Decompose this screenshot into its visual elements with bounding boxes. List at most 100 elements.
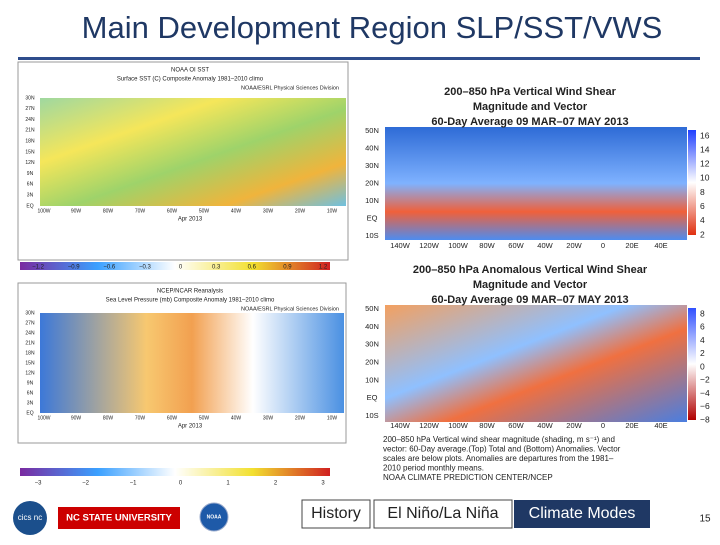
avws-colorbar-label: 2 — [700, 348, 705, 358]
vws-header: 200–850 hPa Vertical Wind Shear — [444, 86, 616, 98]
slp-lat: 12N — [25, 370, 35, 376]
nav-climate-modes[interactable] — [514, 500, 650, 528]
slp-colorbar — [20, 468, 330, 476]
sst-lat: 27N — [25, 106, 35, 112]
vws-colorbar-label: 10 — [700, 173, 710, 183]
sst-lat: 21N — [25, 128, 35, 134]
slp-lon: 30W — [263, 415, 274, 421]
avws-colorbar-label: −8 — [700, 414, 710, 424]
caption-line: scales are below plots. Anomalies are de… — [383, 454, 614, 463]
caption-line: vector: 60-Day average.(Top) Total and (… — [383, 445, 621, 454]
avws-lon: 120W — [419, 421, 440, 430]
vws-lon: 40W — [537, 241, 553, 250]
caption-line: 200–850 hPa Vertical wind shear magnitud… — [383, 435, 615, 444]
sst-lon: 60W — [167, 208, 178, 214]
cics-logo-text: cics nc — [18, 513, 42, 522]
vws-colorbar — [688, 130, 696, 235]
slp-lat: EQ — [26, 410, 33, 416]
slp-lon: 100W — [37, 415, 50, 421]
vws-header: Magnitude and Vector — [473, 101, 588, 113]
sst-lon: 30W — [263, 208, 274, 214]
slp-lat: 3N — [27, 400, 34, 406]
sst-lon: 20W — [295, 208, 306, 214]
vws-map — [385, 127, 687, 240]
avws-map — [385, 305, 687, 422]
vws-lon: 140W — [390, 241, 411, 250]
sst-lat: EQ — [26, 203, 33, 209]
vws-lat: 40N — [365, 143, 379, 152]
vws-lat: 30N — [365, 161, 379, 170]
sst-colorbar-label: 0 — [179, 265, 183, 271]
vws-colorbar-label: 12 — [700, 159, 710, 169]
sst-lat: 12N — [25, 160, 35, 166]
avws-lon: 80W — [479, 421, 495, 430]
avws-lon: 140W — [390, 421, 411, 430]
avws-lon: 100W — [448, 421, 469, 430]
sst-lat: 9N — [27, 171, 34, 177]
slp-lat: 24N — [25, 330, 35, 336]
sst-lat: 6N — [27, 182, 34, 188]
sst-colorbar-label: 0.3 — [212, 265, 221, 271]
vws-lat: 10N — [365, 196, 379, 205]
vws-colorbar-label: 14 — [700, 144, 710, 154]
avws-colorbar-label: −4 — [700, 388, 710, 398]
avws-colorbar-label: 8 — [700, 308, 705, 318]
sst-lon: 100W — [37, 208, 50, 214]
vws-colorbar-label: 4 — [700, 215, 705, 225]
slp-footer: Apr 2013 — [178, 424, 203, 430]
nav-label[interactable]: History — [311, 505, 361, 522]
vws-lon: 40E — [654, 241, 667, 250]
sst-colorbar-label: 0.9 — [283, 265, 292, 271]
nav-label[interactable]: Climate Modes — [529, 505, 636, 522]
vws-colorbar-label: 8 — [700, 187, 705, 197]
slp-lat: 27N — [25, 320, 35, 326]
sst-lon: 50W — [199, 208, 210, 214]
caption-line: 2010 period monthly means. — [383, 464, 484, 473]
sst-footer: Apr 2013 — [178, 217, 203, 223]
slp-colorbar-label: −3 — [35, 481, 43, 487]
avws-lon: 0 — [601, 421, 605, 430]
sst-colorbar-label: −0.3 — [139, 265, 152, 271]
title-rule — [18, 57, 700, 60]
slp-lon: 20W — [295, 415, 306, 421]
sst-lat: 30N — [25, 95, 35, 101]
noaa-logo — [199, 502, 229, 532]
avws-colorbar-label: 0 — [700, 361, 705, 371]
slp-colorbar-label: 3 — [321, 481, 325, 487]
vws-lat: 50N — [365, 126, 379, 135]
sst-colorbar-label: −0.6 — [103, 265, 116, 271]
slp-colorbar-label: 0 — [179, 481, 183, 487]
avws-lat: 20N — [365, 357, 379, 366]
slp-map — [40, 313, 344, 413]
sst-lon: 80W — [103, 208, 114, 214]
avws-colorbar-label: 4 — [700, 335, 705, 345]
nav-label[interactable]: El Niño/La Niña — [387, 505, 498, 522]
sst-lon: 10W — [327, 208, 338, 214]
nav-enso[interactable] — [373, 499, 513, 529]
avws-lon: 40E — [654, 421, 667, 430]
slp-lat: 18N — [25, 350, 35, 356]
sst-colorbar-label: 1.2 — [319, 265, 328, 271]
vws-lat: 20N — [365, 178, 379, 187]
slp-lon: 70W — [135, 415, 146, 421]
sst-lat: 15N — [25, 149, 35, 155]
vws-colorbar-label: 2 — [700, 229, 705, 239]
avws-header: Magnitude and Vector — [473, 279, 588, 291]
nav-history[interactable] — [301, 499, 371, 529]
avws-header: 200–850 hPa Anomalous Vertical Wind Shea… — [413, 264, 648, 276]
slide-title: Main Development Region SLP/SST/VWS — [82, 10, 663, 45]
vws-lon: 80W — [479, 241, 495, 250]
sst-lon: 40W — [231, 208, 242, 214]
vws-lon: 120W — [419, 241, 440, 250]
slp-lon: 60W — [167, 415, 178, 421]
ncsu-logo — [58, 507, 180, 529]
vws-lon: 20W — [566, 241, 582, 250]
vws-lat: 10S — [365, 231, 378, 240]
caption-line: NOAA CLIMATE PREDICTION CENTER/NCEP — [383, 473, 553, 482]
slp-lat: 6N — [27, 390, 34, 396]
avws-lat: 40N — [365, 322, 379, 331]
avws-lon: 60W — [508, 421, 524, 430]
vws-lon: 100W — [448, 241, 469, 250]
vws-lat: EQ — [367, 213, 378, 222]
